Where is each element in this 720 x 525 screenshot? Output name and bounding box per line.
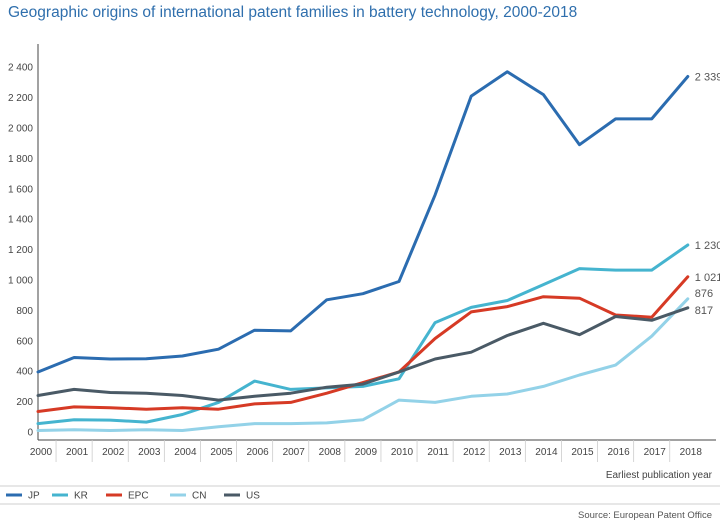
series-line-epc bbox=[36, 275, 690, 413]
legend-label-kr: KR bbox=[74, 491, 88, 502]
x-tick-label: 2003 bbox=[138, 447, 161, 458]
series-line-cn bbox=[36, 297, 690, 432]
end-labels: 2 339 1 230 1 021 876 817 bbox=[695, 71, 720, 316]
source-note: Source: European Patent Office bbox=[578, 510, 712, 521]
x-axis: 2000 2001 2002 2003 2004 2005 2006 2007 2008 2009… bbox=[30, 439, 716, 462]
x-tick-label: 2017 bbox=[644, 447, 667, 458]
series-line-us bbox=[36, 306, 690, 402]
y-tick-label: 1 000 bbox=[8, 276, 33, 287]
end-label-kr: 1 230 bbox=[695, 240, 720, 252]
x-axis-label: Earliest publication year bbox=[606, 470, 713, 481]
x-tick-label: 2004 bbox=[174, 447, 197, 458]
y-tick-label: 1 800 bbox=[8, 154, 33, 165]
y-axis: 0 200 400 600 800 1 000 1 200 1 400 1 600 1 800 2 … bbox=[8, 44, 39, 440]
y-tick-label: 600 bbox=[16, 336, 33, 347]
x-tick-label: 2000 bbox=[30, 447, 53, 458]
legend-label-jp: JP bbox=[28, 491, 40, 502]
y-tick-label: 2 400 bbox=[8, 63, 33, 74]
x-tick-label: 2013 bbox=[499, 447, 522, 458]
y-tick-label: 2 200 bbox=[8, 93, 33, 104]
y-tick-label: 1 600 bbox=[8, 184, 33, 195]
y-tick-label: 400 bbox=[16, 367, 33, 378]
chart-title: Geographic origins of international pate… bbox=[8, 4, 578, 21]
x-tick-label: 2015 bbox=[571, 447, 594, 458]
legend-label-us: US bbox=[246, 491, 260, 502]
x-tick-label: 2002 bbox=[102, 447, 125, 458]
series-lines bbox=[36, 70, 690, 432]
x-tick-label: 2006 bbox=[246, 447, 269, 458]
y-tick-label: 800 bbox=[16, 306, 33, 317]
y-tick-label: 0 bbox=[27, 428, 33, 439]
y-tick-label: 2 000 bbox=[8, 124, 33, 135]
series-line-kr bbox=[36, 243, 690, 426]
x-tick-label: 2016 bbox=[607, 447, 630, 458]
end-label-epc: 1 021 bbox=[695, 272, 720, 284]
legend: JP KR EPC CN US bbox=[6, 491, 260, 502]
x-tick-label: 2009 bbox=[355, 447, 378, 458]
x-tick-label: 2012 bbox=[463, 447, 486, 458]
x-tick-label: 2001 bbox=[66, 447, 89, 458]
y-tick-label: 200 bbox=[16, 397, 33, 408]
x-tick-label: 2010 bbox=[391, 447, 414, 458]
x-tick-label: 2008 bbox=[319, 447, 342, 458]
end-label-cn: 876 bbox=[695, 288, 713, 300]
x-tick-label: 2014 bbox=[535, 447, 558, 458]
x-tick-label: 2011 bbox=[427, 447, 449, 458]
x-tick-label: 2005 bbox=[210, 447, 233, 458]
x-tick-label: 2018 bbox=[680, 447, 703, 458]
series-line-jp bbox=[36, 70, 690, 374]
legend-label-cn: CN bbox=[192, 491, 206, 502]
x-tick-label: 2007 bbox=[283, 447, 306, 458]
y-tick-label: 1 200 bbox=[8, 245, 33, 256]
y-tick-label: 1 400 bbox=[8, 215, 33, 226]
end-label-jp: 2 339 bbox=[695, 71, 720, 83]
end-label-us: 817 bbox=[695, 305, 713, 317]
legend-label-epc: EPC bbox=[128, 491, 149, 502]
